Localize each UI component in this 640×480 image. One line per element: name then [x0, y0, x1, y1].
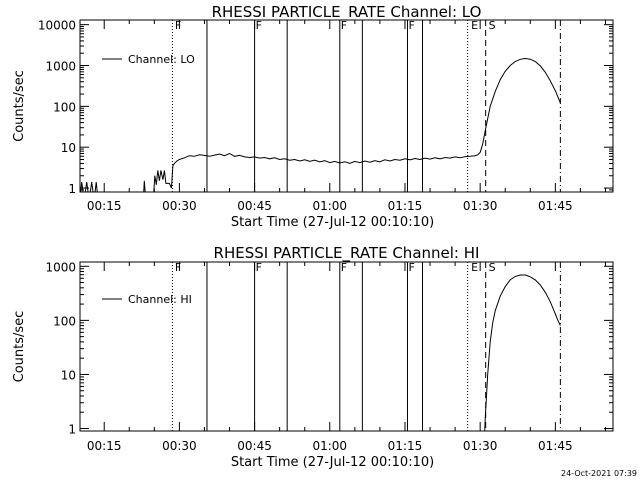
y-tick-label: 1: [68, 423, 76, 437]
flag-letter: F: [175, 261, 181, 274]
x-tick-label: 01:30: [463, 199, 498, 213]
x-tick-label: 01:45: [538, 439, 573, 453]
legend-label: Channel: HI: [128, 293, 192, 306]
x-tick-label: 00:45: [237, 199, 272, 213]
flag-letter: F: [256, 261, 262, 274]
panel-lo: RHESSI PARTICLE_RATE Channel: LO 1 10 100 10…: [12, 3, 614, 230]
panel-hi: RHESSI PARTICLE_RATE Channel: HI 1 10 100 10…: [12, 244, 614, 470]
x-tick-label: 01:00: [312, 199, 347, 213]
legend-label: Channel: LO: [128, 53, 195, 66]
y-axis-label: Counts/sec: [12, 70, 27, 142]
flag-letter: F: [256, 19, 262, 32]
chart-title: RHESSI PARTICLE_RATE Channel: LO: [212, 3, 482, 22]
flag-letter: F: [175, 19, 181, 32]
x-tick-label: 01:45: [538, 199, 573, 213]
flag-letter: F: [408, 261, 414, 274]
plot-frame: [79, 261, 614, 432]
flag-letter: S: [489, 261, 496, 274]
x-tick-label: 01:00: [312, 439, 347, 453]
x-tick-label: 01:15: [388, 439, 423, 453]
y-tick-label: 100: [53, 314, 76, 328]
plot-frame: [79, 19, 614, 193]
flag-letter: F: [341, 261, 347, 274]
y-tick-label: 1000: [45, 260, 76, 274]
x-tick-label: 00:30: [162, 199, 197, 213]
y-axis-label: Counts/sec: [12, 311, 27, 383]
x-tick-label: 00:15: [87, 199, 122, 213]
generation-timestamp: 24-Oct-2021 07:39: [561, 469, 637, 478]
chart-title: RHESSI PARTICLE_RATE Channel: HI: [214, 244, 480, 263]
flag-letter: E: [471, 19, 478, 32]
x-tick-label: 01:15: [388, 199, 423, 213]
flag-letter: S: [489, 19, 496, 32]
flag-letter: F: [408, 19, 414, 32]
x-axis-label: Start Time (27-Jul-12 00:10:10): [231, 455, 434, 470]
x-tick-label: 00:15: [87, 439, 122, 453]
y-tick-label: 1000: [45, 60, 76, 74]
flag-letter: E: [471, 261, 478, 274]
x-tick-label: 00:45: [237, 439, 272, 453]
y-tick-label: 10: [61, 368, 76, 382]
series-line-lo: [80, 57, 561, 192]
x-tick-label: 01:30: [463, 439, 498, 453]
y-tick-label: 1: [68, 182, 76, 196]
x-tick-label: 00:30: [162, 439, 197, 453]
x-axis-label: Start Time (27-Jul-12 00:10:10): [231, 215, 434, 230]
y-tick-label: 10000: [38, 19, 76, 33]
series-line-hi: [484, 274, 561, 431]
flag-letter: F: [341, 19, 347, 32]
y-tick-label: 100: [53, 100, 76, 114]
y-tick-label: 10: [61, 141, 76, 155]
